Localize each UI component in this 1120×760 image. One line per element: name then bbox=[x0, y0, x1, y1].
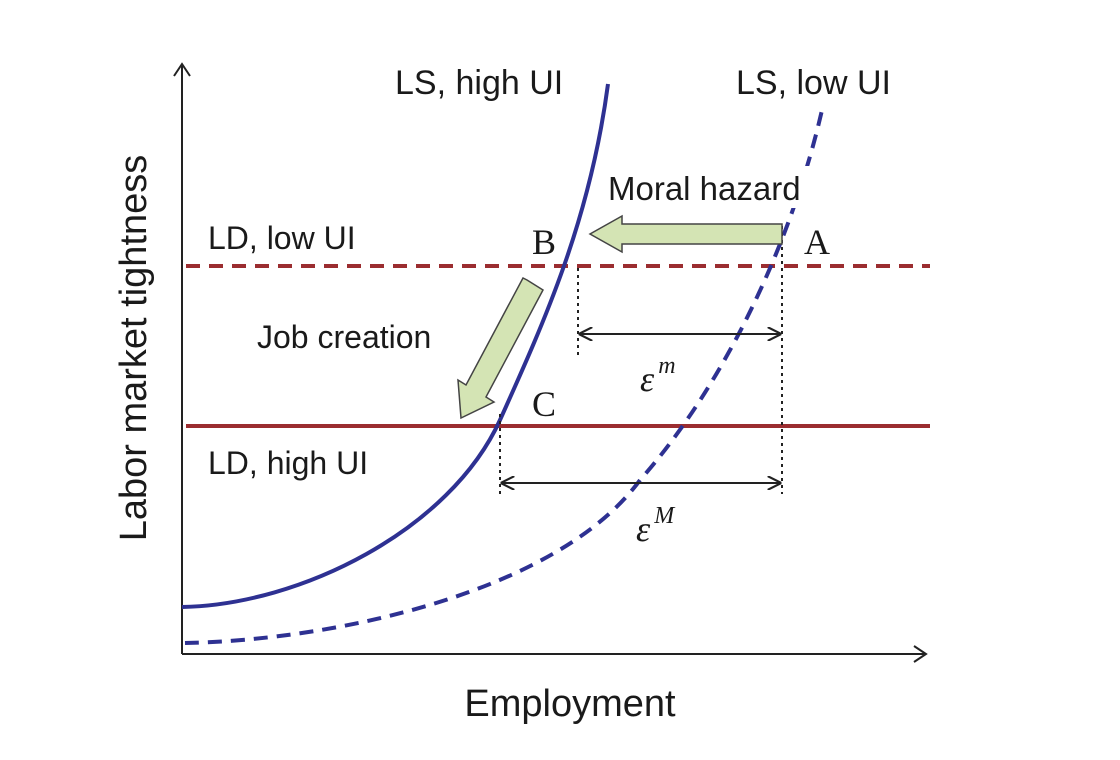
x-axis-arrowhead bbox=[913, 645, 928, 663]
point-c-label: C bbox=[532, 384, 556, 424]
moral-hazard-arrow bbox=[588, 214, 783, 254]
y-axis-label: Labor market tightness bbox=[113, 155, 155, 542]
ld-low-ui-label: LD, low UI bbox=[208, 220, 356, 256]
ls-low-ui-label: LS, low UI bbox=[736, 64, 891, 102]
micro-elasticity-superscript: m bbox=[658, 353, 675, 379]
moral-hazard-label: Moral hazard bbox=[608, 170, 801, 207]
job-creation-arrow bbox=[457, 277, 544, 420]
ld-high-ui-label: LD, high UI bbox=[208, 445, 368, 481]
macro-elasticity-symbol: ε bbox=[636, 509, 651, 549]
point-b-label: B bbox=[532, 222, 556, 262]
job-creation-label: Job creation bbox=[257, 319, 431, 355]
guide-lines bbox=[499, 226, 783, 496]
ls-high-ui-label: LS, high UI bbox=[395, 64, 563, 102]
micro-elasticity-symbol: ε bbox=[640, 359, 655, 399]
axes bbox=[173, 62, 928, 663]
point-a-label: A bbox=[804, 222, 830, 262]
moral-hazard-label-background bbox=[598, 166, 858, 208]
ls-high-ui-curve bbox=[181, 83, 610, 609]
x-axis-label: Employment bbox=[464, 683, 676, 725]
y-axis-arrowhead bbox=[173, 62, 191, 77]
macro-elasticity-superscript: M bbox=[653, 503, 676, 529]
